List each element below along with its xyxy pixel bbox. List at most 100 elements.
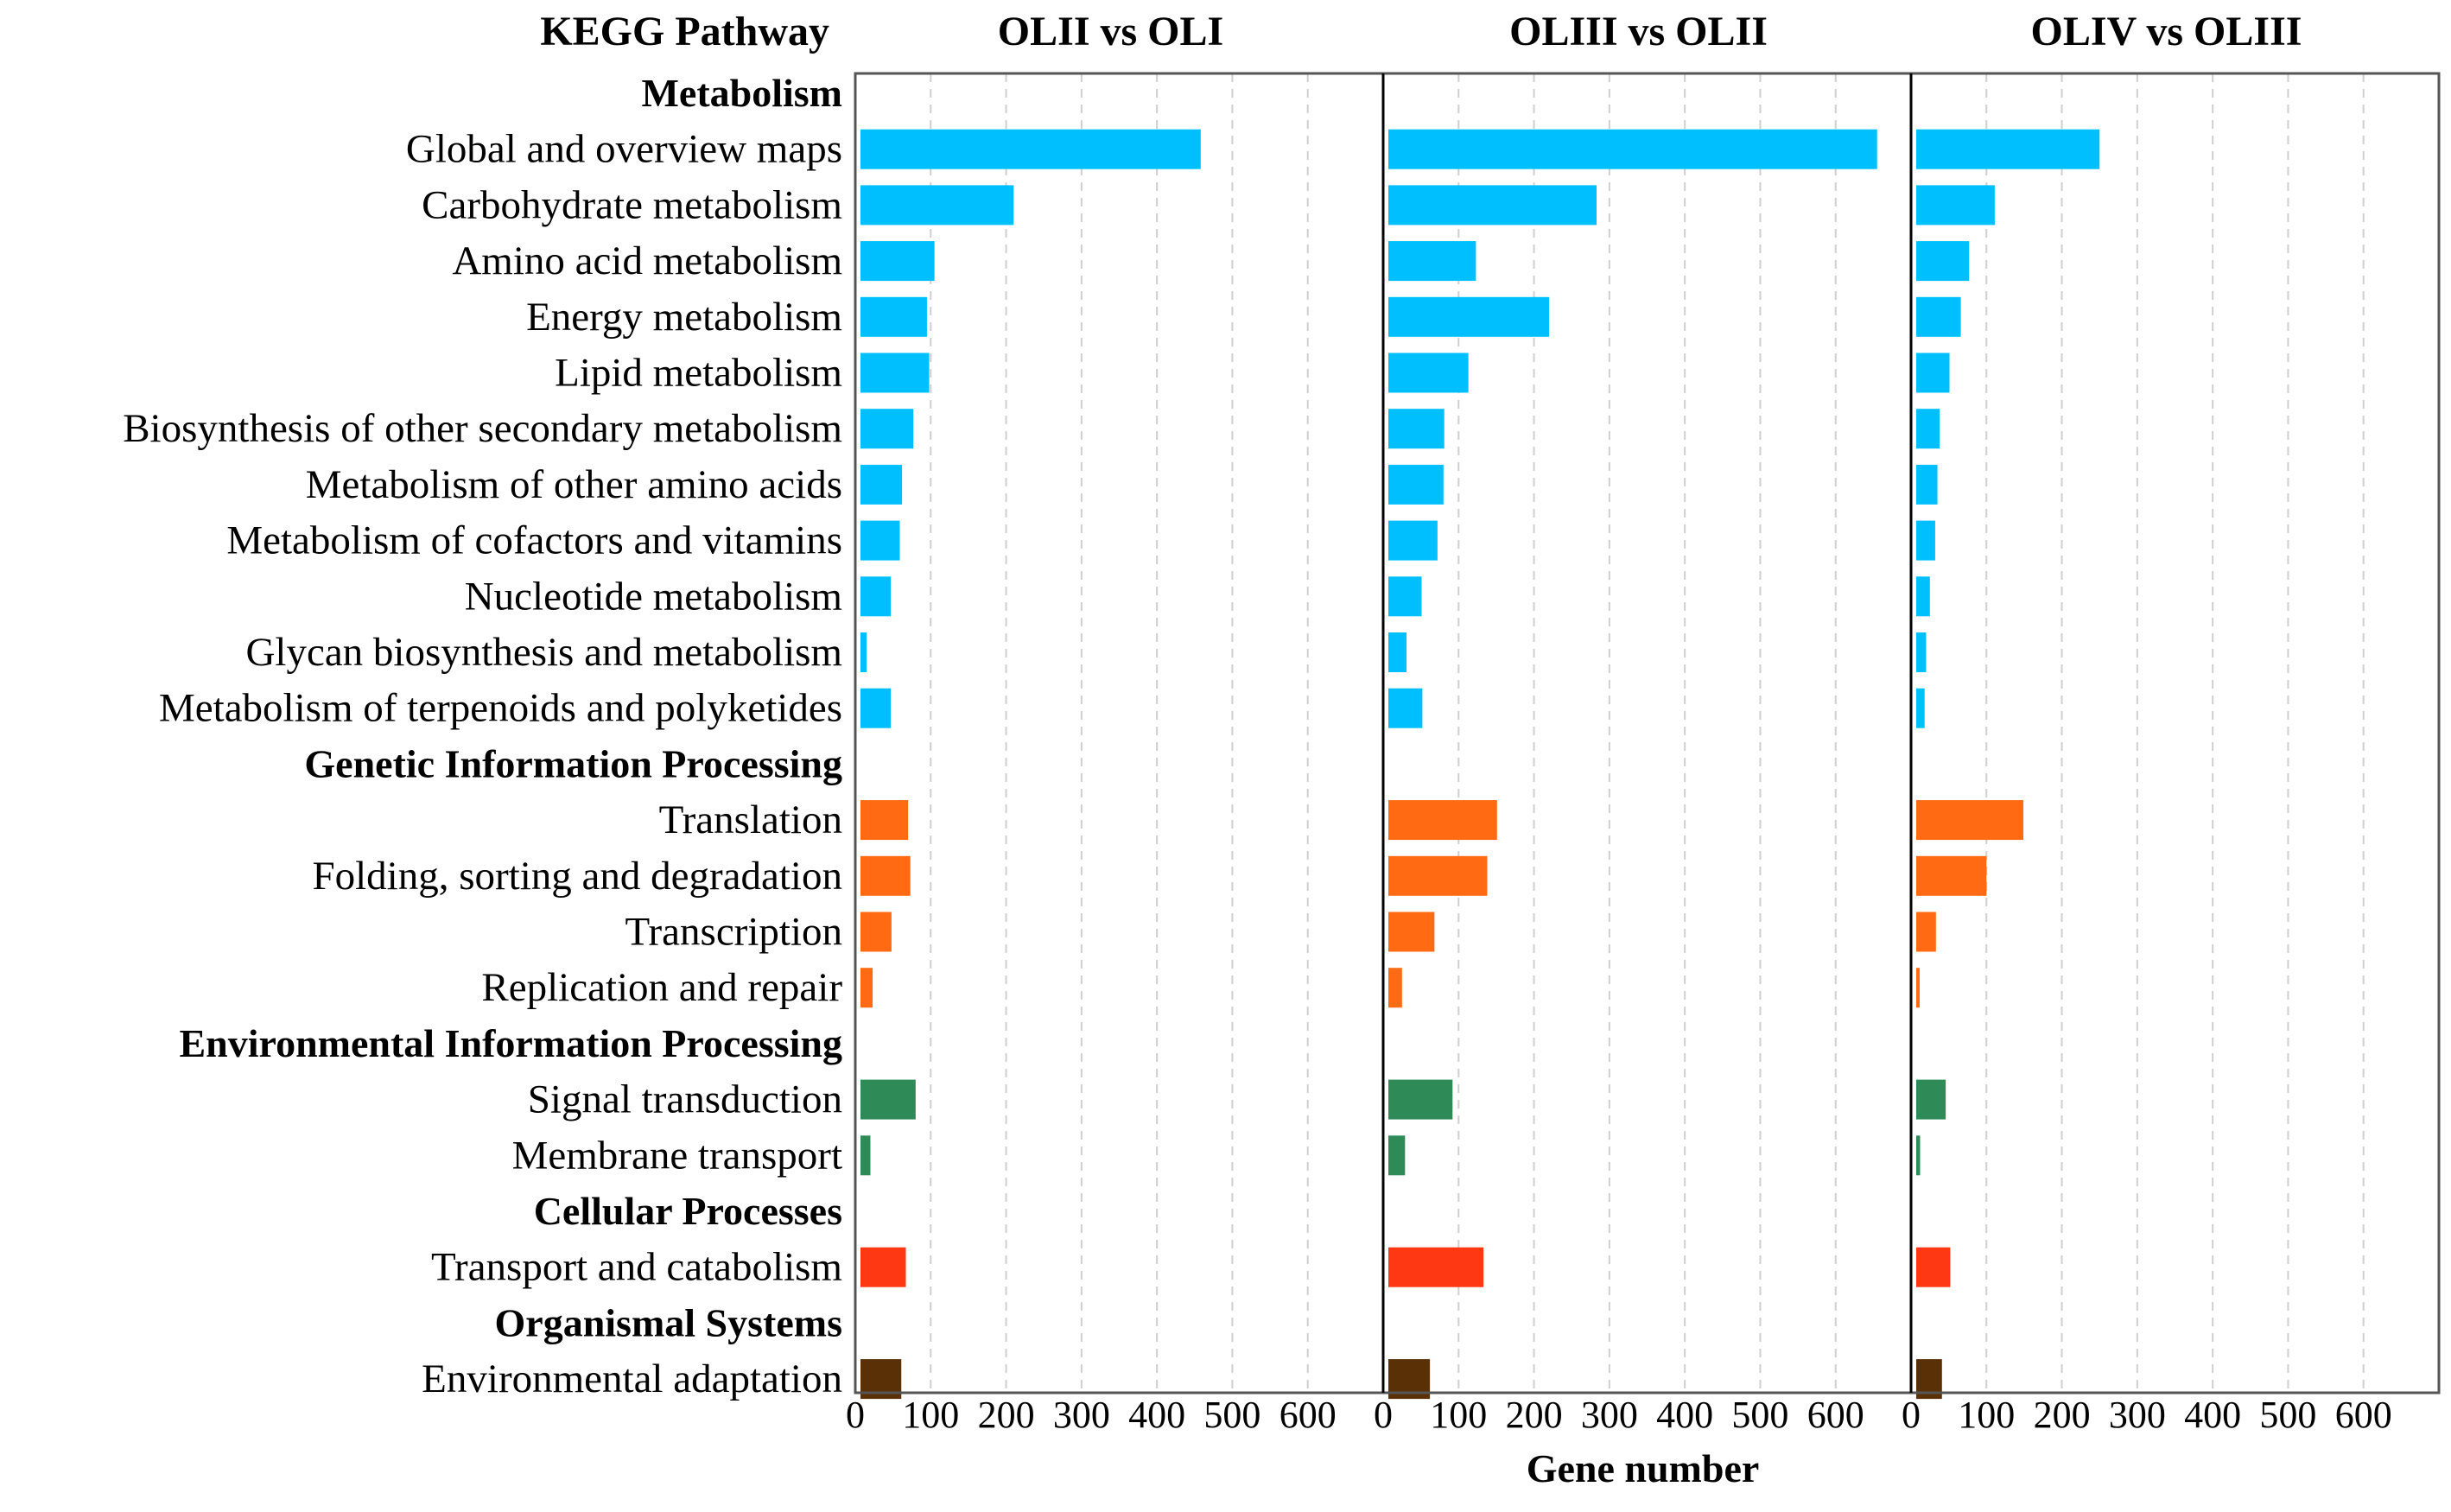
bar [1388,1079,1453,1120]
bar [1388,353,1469,393]
row-label: Carbohydrate metabolism [422,182,842,227]
x-tick-label: 200 [978,1394,1035,1436]
bar [860,185,1014,226]
x-tick-label: 100 [902,1394,959,1436]
x-tick-label: 200 [2034,1394,2091,1436]
bar [1388,800,1497,841]
bar [1916,855,1987,896]
x-tick-label: 600 [1807,1394,1864,1436]
bar [860,129,1201,169]
bar [1916,241,1970,282]
bar [1388,912,1435,952]
x-tick-label: 0 [846,1394,865,1436]
bar [860,968,873,1008]
bar [1388,129,1877,169]
bar [1388,855,1488,896]
bar [860,464,903,505]
category-header-label: Metabolism [641,71,842,115]
bar [1388,296,1550,337]
bar [1388,241,1476,282]
row-label: Biosynthesis of other secondary metaboli… [123,406,842,451]
bar [860,912,892,952]
x-tick-label: 500 [2259,1394,2316,1436]
row-label: Lipid metabolism [555,351,842,396]
row-label: Metabolism of other amino acids [306,462,842,507]
bar [860,520,900,561]
category-header-label: Environmental Information Processing [179,1021,842,1065]
row-label: Amino acid metabolism [452,238,842,283]
x-tick-label: 0 [1902,1394,1921,1436]
bar [860,800,909,841]
bar [1916,1135,1921,1176]
x-tick-label: 600 [2335,1394,2392,1436]
row-label: Signal transduction [528,1077,842,1122]
row-label: Glycan biosynthesis and metabolism [245,630,842,675]
bar [1388,1135,1406,1176]
bar [860,1247,906,1287]
bar [860,855,911,896]
row-label: Global and overview maps [406,127,842,172]
x-tick-label: 600 [1279,1394,1337,1436]
x-tick-label: 300 [1053,1394,1110,1436]
bar [1388,688,1423,728]
header-label: KEGG Pathway [540,9,829,54]
bar [1916,1247,1951,1287]
bar [860,241,935,282]
row-label: Membrane transport [512,1133,842,1178]
x-tick-label: 500 [1731,1394,1788,1436]
bar [1916,464,1938,505]
category-header-label: Genetic Information Processing [304,741,842,785]
bar [1388,1247,1484,1287]
x-tick-label: 400 [2184,1394,2241,1436]
panel-title: OLIII vs OLII [1509,9,1768,54]
row-label: Folding, sorting and degradation [312,854,842,899]
x-tick-label: 300 [2109,1394,2166,1436]
row-label: Translation [659,797,842,842]
bar [1388,185,1597,226]
x-tick-label: 300 [1581,1394,1638,1436]
row-label: Replication and repair [481,965,842,1010]
row-label: Nucleotide metabolism [465,574,842,619]
x-tick-label: 100 [1958,1394,2015,1436]
bar [860,576,892,617]
bar [1916,688,1925,728]
bar [1916,968,1920,1008]
bar [1388,632,1407,672]
bar [1388,409,1445,449]
row-label: Environmental adaptation [422,1356,842,1401]
x-tick-label: 400 [1656,1394,1713,1436]
bar [860,353,930,393]
category-header-label: Cellular Processes [534,1189,842,1233]
bar [1916,296,1961,337]
x-tick-label: 500 [1203,1394,1260,1436]
bar [1916,520,1935,561]
row-label: Metabolism of cofactors and vitamins [226,518,842,563]
bar [860,1135,871,1176]
bar [1388,968,1402,1008]
bar [1916,1079,1946,1120]
bar [1916,576,1930,617]
bar [1916,185,1995,226]
bar [860,688,892,728]
bar [1916,912,1936,952]
bar [1388,464,1444,505]
bar [1388,576,1422,617]
x-axis-label: Gene number [1527,1446,1760,1490]
row-label: Energy metabolism [526,295,842,340]
bar [860,409,914,449]
category-header-label: Organismal Systems [495,1300,843,1344]
row-label: Metabolism of terpenoids and polyketides [159,686,842,731]
x-tick-label: 100 [1430,1394,1487,1436]
bar [1916,800,2024,841]
panel-title: OLIV vs OLIII [2031,9,2302,54]
bar [1916,129,2100,169]
bar [860,632,867,672]
row-label: Transcription [625,910,842,955]
bar [1916,632,1927,672]
bar [860,1079,916,1120]
bar [1388,520,1438,561]
panel-title: OLII vs OLI [998,9,1223,54]
x-tick-label: 400 [1128,1394,1185,1436]
